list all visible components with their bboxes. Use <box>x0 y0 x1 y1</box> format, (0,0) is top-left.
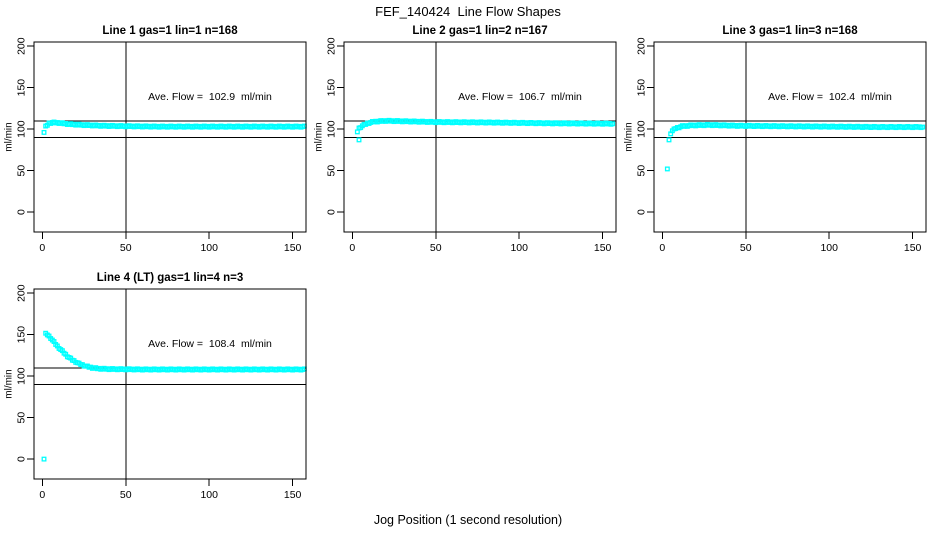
x-tick-label: 150 <box>284 242 302 254</box>
y-tick-label: 50 <box>16 165 28 177</box>
x-tick-label: 0 <box>39 242 45 254</box>
y-tick-label: 150 <box>326 79 338 97</box>
x-tick-label: 50 <box>740 242 752 254</box>
plot-canvas: 0 50 100 150 0 50 100 150 200 <box>326 37 617 254</box>
data-point <box>41 456 47 462</box>
y-tick-label: 0 <box>16 456 28 462</box>
plot-canvas: 0 50 100 150 0 50 100 150 200 <box>16 284 307 501</box>
panel-title: Line 2 gas=1 lin=2 n=167 <box>412 25 548 37</box>
panel-line-3: Line 3 gas=1 lin=3 n=168 ml/min Ave. Flo… <box>620 20 932 276</box>
plot-box <box>33 288 307 480</box>
y-tick-label: 200 <box>16 284 28 302</box>
x-tick-label: 0 <box>39 489 45 501</box>
x-tick-label: 100 <box>200 489 218 501</box>
y-tick-label: 0 <box>16 209 28 215</box>
y-tick-label: 150 <box>16 79 28 97</box>
y-tick-label: 150 <box>16 326 28 344</box>
data-point <box>664 166 670 172</box>
x-tick-label: 100 <box>510 242 528 254</box>
x-tick-label: 0 <box>349 242 355 254</box>
data-point <box>354 129 360 135</box>
y-tick-label: 0 <box>636 209 648 215</box>
x-tick-label: 150 <box>594 242 612 254</box>
data-point <box>666 137 672 143</box>
panel-title: Line 4 (LT) gas=1 lin=4 n=3 <box>96 272 244 284</box>
y-tick-label: 50 <box>636 165 648 177</box>
panel-title: Line 3 gas=1 lin=3 n=168 <box>722 25 858 37</box>
panel-line-1: Line 1 gas=1 lin=1 n=168 ml/min Ave. Flo… <box>0 20 312 276</box>
x-tick-label: 150 <box>904 242 922 254</box>
x-tick-label: 50 <box>120 242 132 254</box>
x-tick-label: 100 <box>200 242 218 254</box>
x-axis-label: Jog Position (1 second resolution) <box>373 513 563 527</box>
ave-flow-annotation: Ave. Flow = 102.9 ml/min <box>148 91 272 103</box>
y-tick-label: 200 <box>636 37 648 55</box>
y-tick-label: 50 <box>16 412 28 424</box>
panel-line-2: Line 2 gas=1 lin=2 n=167 ml/min Ave. Flo… <box>310 20 622 276</box>
y-tick-label: 0 <box>326 209 338 215</box>
plot-box <box>343 41 617 233</box>
figure-title: FEF_140424 Line Flow Shapes <box>375 4 561 19</box>
panel-title: Line 1 gas=1 lin=1 n=168 <box>102 25 238 37</box>
data-point <box>610 121 616 127</box>
y-tick-label: 150 <box>636 79 648 97</box>
x-tick-label: 0 <box>659 242 665 254</box>
y-tick-label: 200 <box>16 37 28 55</box>
y-tick-label: 100 <box>636 120 648 138</box>
ave-flow-annotation: Ave. Flow = 108.4 ml/min <box>148 338 272 350</box>
y-tick-label: 100 <box>16 367 28 385</box>
x-tick-label: 50 <box>120 489 132 501</box>
panel-line-4: Line 4 (LT) gas=1 lin=4 n=3 ml/min Ave. … <box>0 267 312 523</box>
x-tick-label: 50 <box>430 242 442 254</box>
x-tick-label: 100 <box>820 242 838 254</box>
ave-flow-annotation: Ave. Flow = 102.4 ml/min <box>768 91 892 103</box>
plot-canvas: 0 50 100 150 0 50 100 150 200 <box>16 37 307 254</box>
y-tick-label: 100 <box>326 120 338 138</box>
plot-box <box>33 41 307 233</box>
plot-box <box>653 41 927 233</box>
ave-flow-annotation: Ave. Flow = 106.7 ml/min <box>458 91 582 103</box>
x-tick-label: 150 <box>284 489 302 501</box>
y-tick-label: 100 <box>16 120 28 138</box>
data-point <box>356 137 362 143</box>
plot-canvas: 0 50 100 150 0 50 100 150 200 <box>636 37 927 254</box>
y-tick-label: 50 <box>326 165 338 177</box>
data-point <box>920 124 926 130</box>
data-point <box>41 129 47 135</box>
y-tick-label: 200 <box>326 37 338 55</box>
